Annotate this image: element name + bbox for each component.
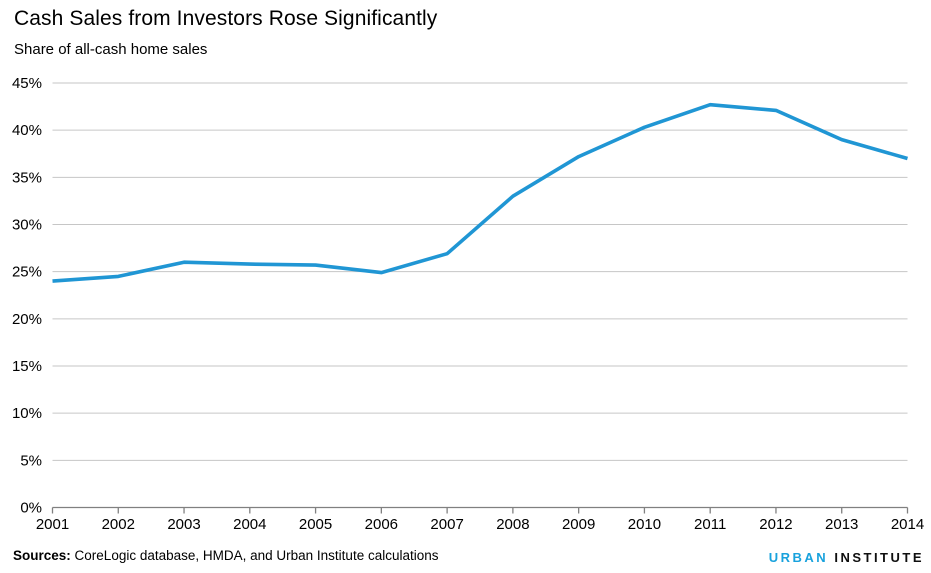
y-tick-label: 40% [12,122,42,139]
x-tick-label: 2003 [167,516,200,533]
x-tick-label: 2010 [628,516,661,533]
x-tick-label: 2014 [891,516,924,533]
y-tick-label: 5% [20,452,42,469]
y-tick-label: 30% [12,217,42,234]
x-tick-label: 2013 [825,516,858,533]
y-tick-label: 15% [12,358,42,375]
cash-sales-data-line [52,102,908,283]
chart-subtitle: Share of all-cash home sales [14,41,208,58]
x-tick-label: 2002 [102,516,135,533]
x-tick-label: 2012 [759,516,792,533]
x-tick-label: 2005 [299,516,332,533]
y-tick-label: 35% [12,169,42,186]
y-tick-label: 25% [12,264,42,281]
chart-title: Cash Sales from Investors Rose Significa… [14,7,438,30]
logo-urban-text: URBAN [768,550,829,565]
x-tick-label: 2006 [365,516,398,533]
logo-institute-text: INSTITUTE [834,550,924,565]
x-tick-label: 2008 [496,516,529,533]
x-tick-label: 2007 [430,516,463,533]
sources-text: CoreLogic database, HMDA, and Urban Inst… [74,548,439,563]
x-tick-label: 2004 [233,516,266,533]
x-tick-label: 2009 [562,516,595,533]
urban-institute-logo: URBAN INSTITUTE [769,550,924,565]
y-tick-label: 20% [12,311,42,328]
y-tick-label: 0% [20,500,42,517]
sources-note: Sources: CoreLogic database, HMDA, and U… [13,548,439,563]
y-tick-label: 45% [12,75,42,92]
x-tick-label: 2011 [694,516,726,533]
sources-label: Sources: [13,548,71,563]
y-tick-label: 10% [12,405,42,422]
x-tick-label: 2001 [36,516,69,533]
